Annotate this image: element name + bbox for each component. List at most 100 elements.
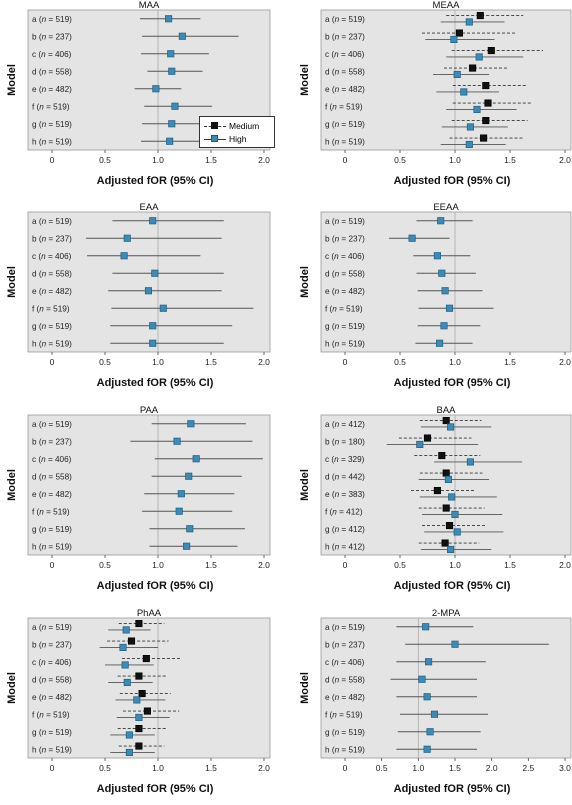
estimate-marker-high xyxy=(447,423,455,431)
x-tick-label: 1.5 xyxy=(205,357,217,367)
x-tick-label: 2.0 xyxy=(559,357,571,367)
panel-2-mpa: 2-MPA a (n = 519) b (n = 237) c (n = 406) d … xyxy=(299,608,572,795)
estimate-marker-medium xyxy=(127,637,136,645)
row-label: d (n = 558) xyxy=(325,67,365,76)
estimate-marker-high xyxy=(473,105,481,114)
x-tick-label: 0.5 xyxy=(99,763,111,773)
x-tick-label: 1.0 xyxy=(449,560,461,570)
estimate-marker-high xyxy=(168,120,176,128)
x-tick-label: 1.5 xyxy=(205,155,217,165)
estimate-marker-high xyxy=(165,15,173,23)
y-axis-label: Model xyxy=(299,266,311,298)
estimate-marker-high xyxy=(418,675,426,683)
x-axis-label: Adjusted fOR (95% CI) xyxy=(97,783,214,795)
panel-title: 2-MPA xyxy=(432,608,461,619)
x-tick-label: 0 xyxy=(50,560,55,570)
row-label: f (n = 519) xyxy=(325,102,363,111)
row-label: d (n = 558) xyxy=(32,675,72,684)
x-tick-label: 0.5 xyxy=(99,357,111,367)
estimate-marker-high xyxy=(183,542,191,550)
panel-background xyxy=(27,211,271,353)
estimate-marker-high xyxy=(135,713,143,722)
estimate-marker-high xyxy=(167,50,175,58)
row-label: a (n = 519) xyxy=(325,15,365,24)
estimate-marker-medium xyxy=(138,689,146,698)
estimate-marker-high xyxy=(447,545,455,554)
estimate-marker-high xyxy=(149,322,157,330)
row-label: g (n = 519) xyxy=(325,120,365,129)
estimate-marker-high xyxy=(408,234,416,242)
row-label: h (n = 519) xyxy=(32,137,72,146)
row-label: g (n = 412) xyxy=(325,525,365,534)
estimate-marker-high xyxy=(422,623,430,631)
x-axis-label: Adjusted fOR (95% CI) xyxy=(394,783,511,795)
estimate-marker-medium xyxy=(484,99,492,107)
estimate-marker-high xyxy=(125,731,133,739)
x-tick-label: 2.0 xyxy=(258,155,270,165)
x-tick-label: 2.0 xyxy=(258,763,270,773)
estimate-marker-high xyxy=(448,493,456,501)
x-tick-label: 0 xyxy=(50,763,55,773)
row-label: e (n = 482) xyxy=(32,693,72,702)
x-tick-label: 2.0 xyxy=(258,357,270,367)
x-axis-label: Adjusted fOR (95% CI) xyxy=(97,175,214,187)
estimate-marker-medium xyxy=(482,81,490,90)
estimate-marker-high xyxy=(437,217,445,225)
row-label: b (n = 237) xyxy=(325,640,365,649)
row-label: c (n = 406) xyxy=(325,658,365,667)
estimate-marker-high xyxy=(445,304,454,312)
estimate-marker-high xyxy=(149,339,157,347)
panel-title: EAA xyxy=(139,202,159,213)
estimate-marker-high xyxy=(433,252,441,260)
row-label: g (n = 519) xyxy=(32,728,72,737)
estimate-marker-medium xyxy=(445,521,454,530)
row-label: d (n = 442) xyxy=(325,472,365,481)
y-axis-label: Model xyxy=(6,266,18,298)
estimate-marker-high xyxy=(120,252,128,260)
estimate-marker-high xyxy=(423,745,431,753)
x-tick-label: 1.5 xyxy=(205,763,217,773)
estimate-marker-medium xyxy=(487,46,495,55)
estimate-marker-high xyxy=(144,287,153,295)
row-label: d (n = 558) xyxy=(32,472,72,481)
row-label: h (n = 519) xyxy=(325,137,365,146)
estimate-marker-high xyxy=(119,643,127,652)
row-label: a (n = 519) xyxy=(325,623,365,632)
estimate-marker-medium xyxy=(135,742,143,750)
x-tick-label: 0.5 xyxy=(99,560,111,570)
x-tick-label: 0.5 xyxy=(394,357,406,367)
x-axis-label: Adjusted fOR (95% CI) xyxy=(97,377,214,389)
legend-high-marker xyxy=(204,133,226,145)
panel-background xyxy=(320,9,572,151)
x-tick-label: 0 xyxy=(343,763,348,773)
estimate-marker-high xyxy=(175,507,183,515)
estimate-marker-high xyxy=(465,140,473,149)
row-label: e (n = 482) xyxy=(32,490,72,499)
x-tick-label: 1.0 xyxy=(152,357,164,367)
panel-background xyxy=(320,211,572,353)
estimate-marker-high xyxy=(451,510,459,519)
estimate-marker-medium xyxy=(480,134,488,142)
panel-title: PhAA xyxy=(137,608,162,619)
estimate-marker-high xyxy=(475,53,483,61)
estimate-marker-high xyxy=(426,728,434,736)
x-axis-label: Adjusted fOR (95% CI) xyxy=(394,175,511,187)
row-label: b (n = 237) xyxy=(325,32,365,41)
row-label: f (n = 412) xyxy=(325,507,363,516)
estimate-marker-high xyxy=(123,234,131,242)
row-label: h (n = 519) xyxy=(325,745,365,754)
estimate-marker-high xyxy=(151,269,159,277)
row-label: c (n = 406) xyxy=(32,252,72,261)
x-tick-label: 1.5 xyxy=(504,357,516,367)
row-label: f (n = 519) xyxy=(32,304,70,313)
panel-title: BAA xyxy=(436,405,456,416)
panel-title: MAA xyxy=(139,0,160,11)
estimate-marker-high xyxy=(187,420,195,428)
panel-baa: BAA a (n = 412) b (n = 180) c (n = 329) d (n… xyxy=(299,405,572,592)
estimate-marker-medium xyxy=(469,64,477,72)
row-label: b (n = 237) xyxy=(32,32,72,41)
x-tick-label: 1.0 xyxy=(412,763,424,773)
estimate-marker-medium xyxy=(433,487,441,495)
estimate-marker-high xyxy=(186,525,194,533)
